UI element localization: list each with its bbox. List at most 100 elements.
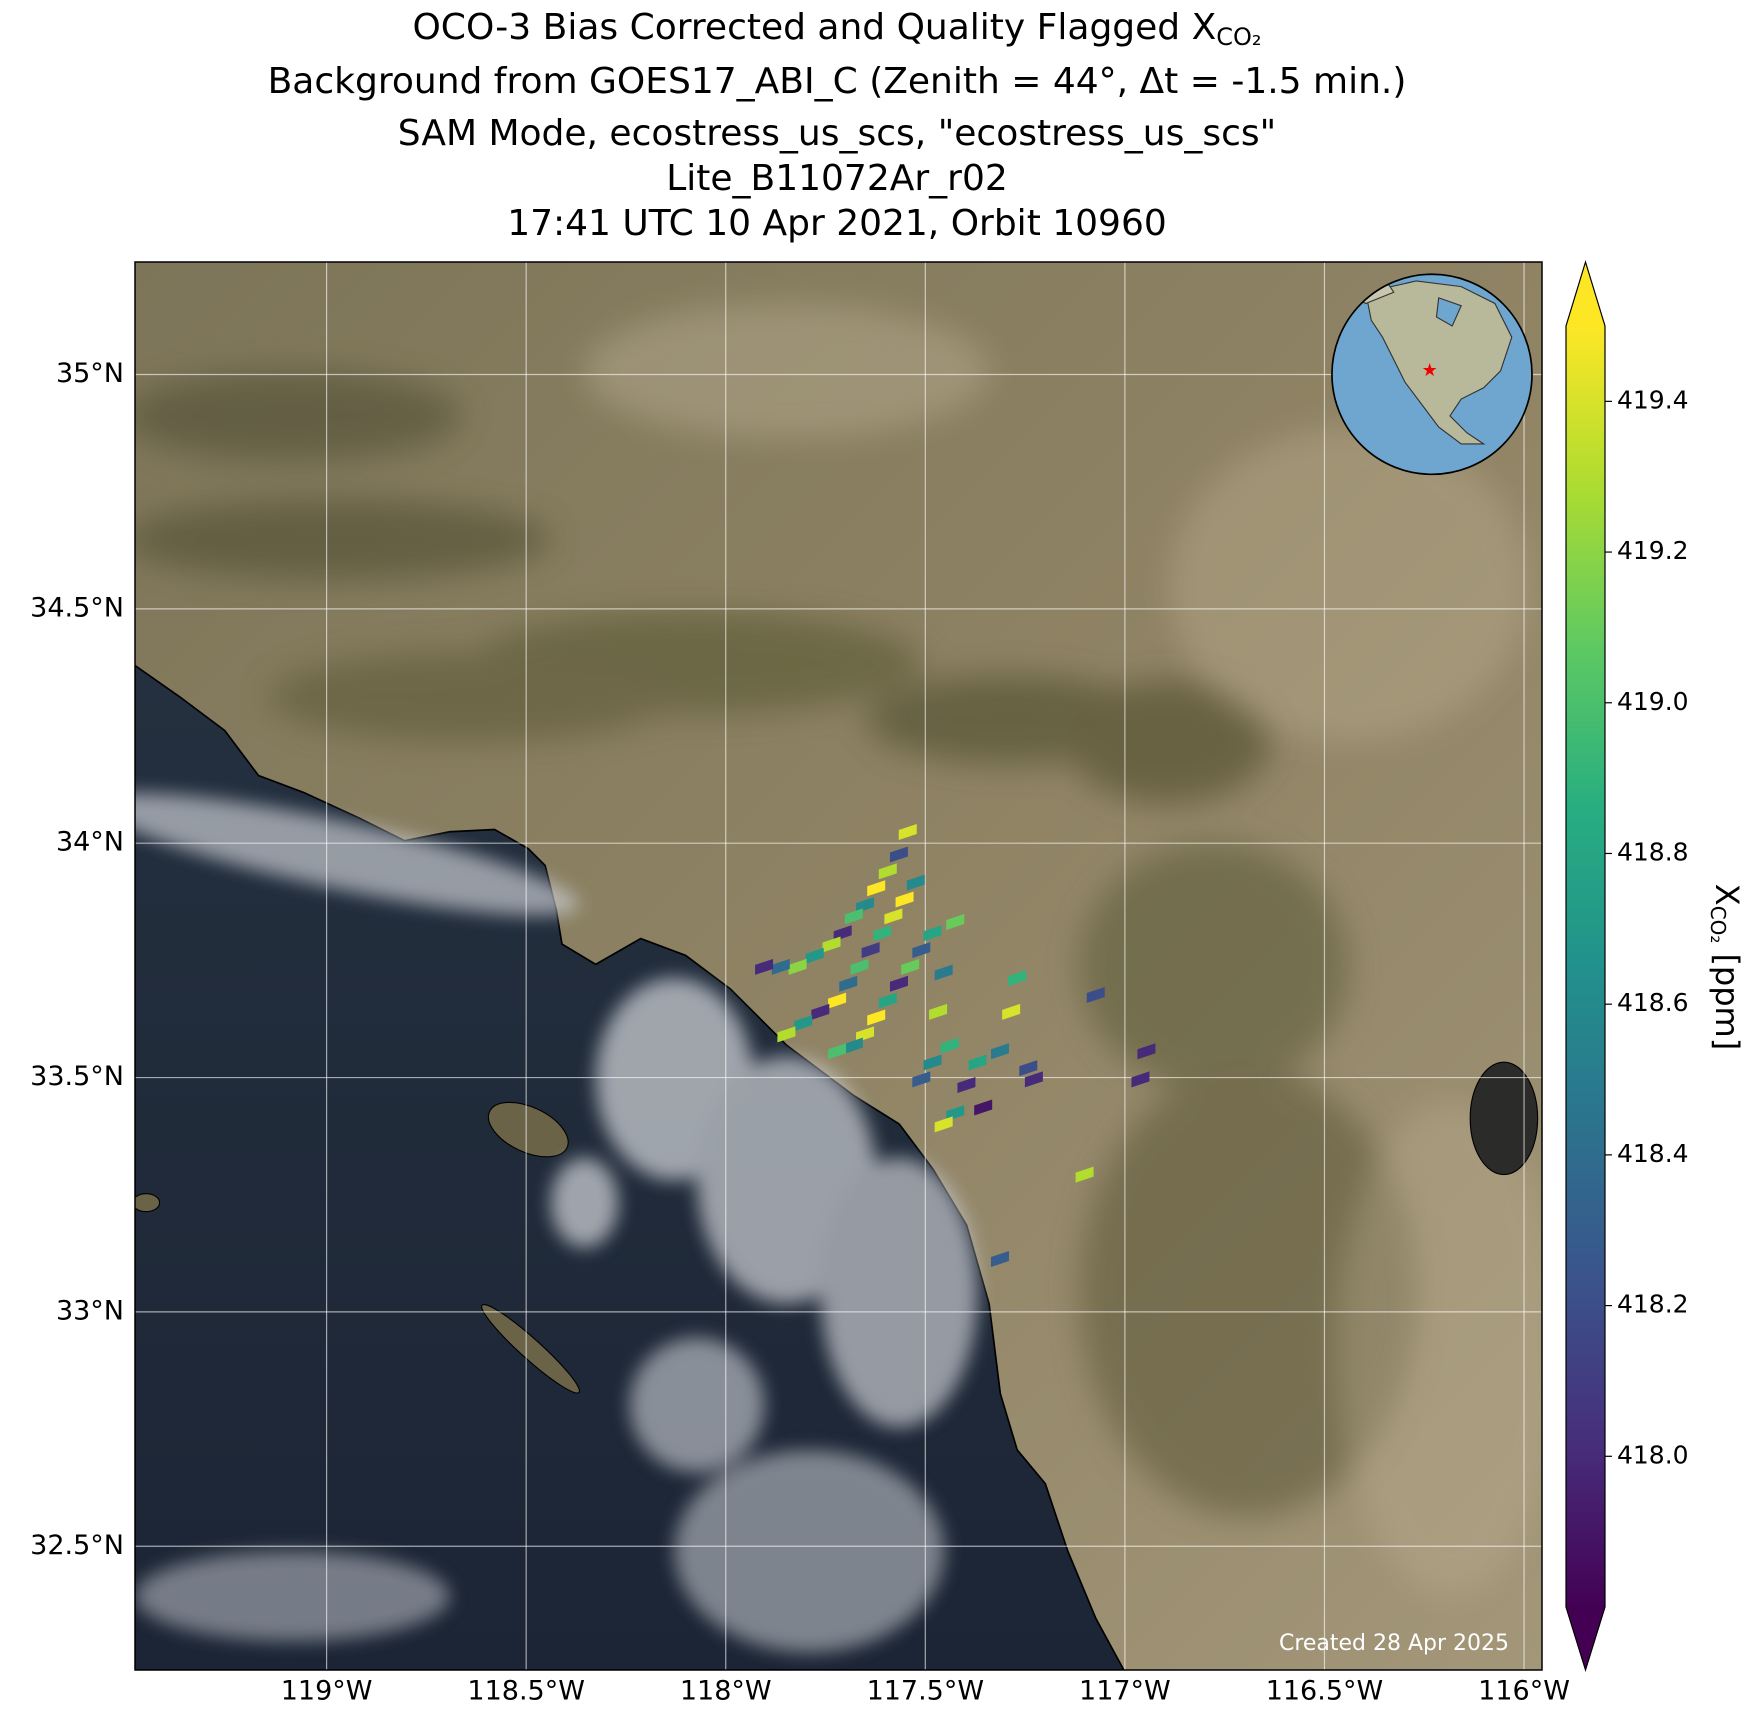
title-line: OCO-3 Bias Corrected and Quality Flagged…	[412, 7, 1261, 51]
footprint	[923, 1054, 942, 1071]
colorbar-tick-label: 418.8	[1617, 837, 1689, 866]
colorbar-symbol: X	[1708, 884, 1746, 906]
title-line: Lite_B11072Ar_r02	[666, 158, 1008, 199]
y-tick-label: 35°N	[56, 358, 124, 389]
footprint	[828, 992, 847, 1009]
footprint	[934, 1116, 953, 1133]
footprint	[867, 880, 886, 897]
footprint	[811, 1003, 830, 1020]
colorbar-outline	[1565, 259, 1606, 1673]
x-tick-label: 118.5°W	[467, 1676, 585, 1707]
footprint	[794, 1015, 813, 1032]
title-subscript: CO₂	[1216, 23, 1261, 51]
footprint	[946, 913, 965, 930]
background-imagery	[135, 262, 1542, 1670]
colorbar-tick-label: 419.0	[1617, 687, 1689, 716]
footprint	[788, 958, 807, 975]
colorbar-extend-min	[1566, 1607, 1605, 1670]
footprint	[1075, 1166, 1094, 1183]
credit: Created 28 Apr 2025	[1279, 1631, 1509, 1656]
footprint	[889, 975, 908, 992]
footprint	[771, 958, 790, 975]
colorbar-extend-max	[1566, 262, 1605, 326]
map-frame	[134, 261, 1543, 1671]
footprint	[940, 1037, 959, 1054]
footprint	[912, 942, 931, 959]
globe-land	[1365, 280, 1513, 445]
x-tick-label: 119°W	[281, 1676, 373, 1707]
footprint	[1008, 970, 1027, 987]
title-text: OCO-3 Bias Corrected and Quality Flagged…	[412, 7, 1216, 48]
footprint	[873, 925, 892, 942]
colorbar-body	[1566, 326, 1605, 1607]
footprint	[777, 1026, 796, 1043]
footprint	[856, 1026, 875, 1043]
y-tick-label: 34.5°N	[30, 592, 124, 623]
grid	[135, 262, 1542, 1670]
colorbar-tick-label: 419.2	[1617, 536, 1689, 565]
footprint	[850, 958, 869, 975]
colorbar-tick-label: 418.6	[1617, 988, 1689, 1017]
colorbar-unit: [ppm]	[1708, 953, 1746, 1050]
globe-outline	[1331, 273, 1533, 476]
x-tick-label: 118°W	[680, 1676, 772, 1707]
footprint	[1002, 1003, 1021, 1020]
island	[481, 1303, 581, 1394]
footprint	[906, 874, 925, 891]
title-line: 17:41 UTC 10 Apr 2021, Orbit 10960	[507, 203, 1167, 244]
title-line: Background from GOES17_ABI_C (Zenith = 4…	[268, 61, 1407, 102]
x-tick-label: 117.5°W	[867, 1676, 985, 1707]
footprint	[929, 1003, 948, 1020]
footprint	[856, 897, 875, 914]
footprint	[844, 908, 863, 925]
title-line: SAM Mode, ecostress_us_scs, "ecostress_u…	[398, 113, 1276, 154]
footprint	[990, 1043, 1009, 1060]
mountains	[135, 370, 1417, 1518]
clouds	[135, 793, 978, 1653]
colorbar-tick-label: 418.4	[1617, 1139, 1689, 1168]
footprint	[1137, 1043, 1156, 1060]
footprint	[828, 1043, 847, 1060]
lake	[1469, 1061, 1539, 1176]
colorbar-tick-label: 419.4	[1617, 385, 1689, 414]
island	[135, 1193, 161, 1213]
footprint	[1086, 987, 1105, 1004]
footprint	[934, 964, 953, 981]
island	[487, 1101, 569, 1158]
footprint	[889, 846, 908, 863]
y-tick-label: 34°N	[56, 827, 124, 858]
colorbar-tick-label: 418.2	[1617, 1290, 1689, 1319]
colorbar-label: XCO₂ [ppm]	[1707, 884, 1747, 1050]
footprint	[1019, 1060, 1038, 1077]
location-star: ★	[1422, 360, 1438, 381]
footprint	[895, 891, 914, 908]
x-tick-label: 116°W	[1478, 1676, 1570, 1707]
desert-highlights	[584, 303, 1542, 1597]
footprint	[755, 958, 774, 975]
y-tick-label: 32.5°N	[30, 1530, 124, 1561]
footprint	[878, 863, 897, 880]
footprint	[968, 1054, 987, 1071]
x-tick-label: 116.5°W	[1266, 1676, 1384, 1707]
footprint	[990, 1250, 1009, 1267]
footprint	[1131, 1071, 1150, 1088]
footprint	[912, 1071, 931, 1088]
y-tick-label: 33.5°N	[30, 1061, 124, 1092]
footprint	[822, 936, 841, 953]
footprint	[957, 1077, 976, 1094]
footprint	[844, 1037, 863, 1054]
footprint	[867, 1009, 886, 1026]
footprint	[898, 823, 917, 840]
footprint	[901, 958, 920, 975]
footprint	[923, 925, 942, 942]
footprints	[755, 823, 1156, 1267]
colorbar-subscript: CO₂	[1707, 906, 1731, 944]
y-tick-label: 33°N	[56, 1295, 124, 1326]
globe-bay	[1435, 297, 1462, 327]
inset-globe: ★	[1331, 273, 1533, 476]
footprint	[1024, 1071, 1043, 1088]
colorbar-tick-label: 418.0	[1617, 1440, 1689, 1469]
footprint	[833, 925, 852, 942]
colorbar: 418.0 418.2 418.4 418.6 418.8 419.0 419.2 419.4	[1565, 259, 1689, 1673]
